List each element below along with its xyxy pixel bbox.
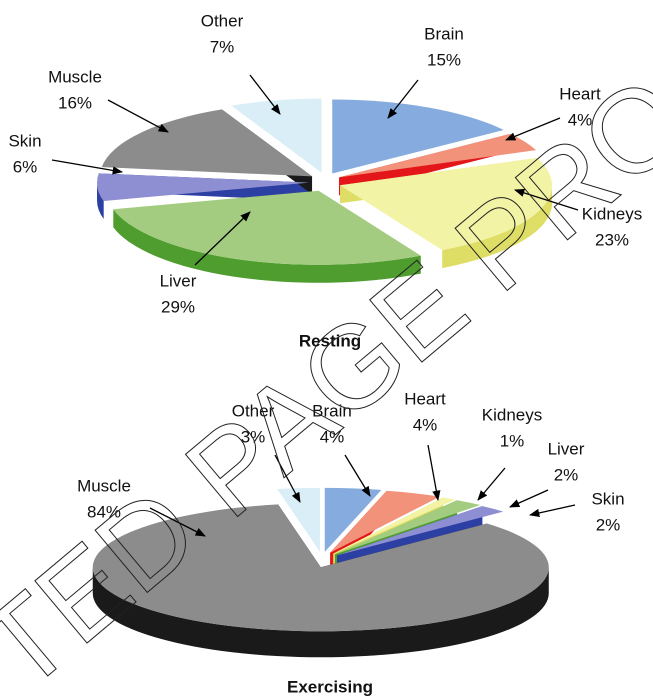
slice-value: 16%: [58, 93, 92, 112]
slice-name: Muscle: [48, 67, 102, 86]
slice: [333, 497, 456, 554]
slice-value: 29%: [161, 297, 195, 316]
slice-name: Heart: [559, 84, 601, 103]
slice-value: 1%: [500, 431, 525, 450]
slice-value: 84%: [87, 502, 121, 521]
leader-arrow: [387, 79, 419, 119]
slice: [337, 506, 504, 556]
slice-side: [442, 185, 553, 269]
leader-arrow: [509, 489, 549, 508]
slice: [334, 500, 481, 555]
leader-arrow: [274, 454, 301, 503]
slice-value: 2%: [596, 515, 621, 534]
leader-arrow: [427, 444, 441, 502]
slice-value: 7%: [210, 37, 235, 56]
slice: [277, 487, 320, 552]
leader-arrow: [249, 74, 281, 115]
slice-name: Kidneys: [582, 204, 642, 223]
slice-name: Skin: [8, 131, 41, 150]
slice: [332, 99, 504, 174]
slice-name: Heart: [404, 389, 446, 408]
slice-side: [97, 182, 104, 220]
leader-arrow: [505, 117, 561, 141]
slice: [97, 173, 310, 202]
leader-arrow: [344, 454, 371, 497]
slice-name: Liver: [548, 439, 585, 458]
leader-arrow: [477, 467, 506, 501]
leader-arrow: [51, 159, 124, 175]
slice-name: Kidneys: [482, 405, 542, 424]
slice-name: Brain: [312, 401, 352, 420]
slice: [324, 487, 382, 552]
slice-name: Muscle: [77, 476, 131, 495]
slice-value: 15%: [427, 50, 461, 69]
slice: [92, 504, 549, 632]
leader-arrow: [194, 211, 251, 266]
slice: [101, 109, 313, 177]
leader-arrow: [107, 99, 169, 133]
slice-value: 4%: [568, 110, 593, 129]
slice-value: 4%: [320, 427, 345, 446]
slice: [339, 133, 537, 178]
chart-title: Exercising: [287, 677, 373, 696]
slice: [113, 190, 421, 265]
slice-value: 4%: [413, 415, 438, 434]
slice-value: 6%: [13, 157, 38, 176]
leader-arrow: [514, 188, 579, 211]
charts: Brain 15% Heart 4% Kidneys 23% Liver 29% Skin 6% M…: [8, 11, 642, 696]
slice-value: 3%: [241, 427, 266, 446]
slice: [340, 158, 553, 251]
slice-side: [113, 209, 421, 283]
chart-title: Resting: [299, 331, 361, 350]
slice-name: Brain: [424, 24, 464, 43]
slice-value: 23%: [595, 230, 629, 249]
slice-name: Skin: [591, 489, 624, 508]
pie: [92, 487, 549, 658]
slice-name: Other: [232, 401, 275, 420]
slice-name: Other: [201, 11, 244, 30]
slice-name: Liver: [160, 271, 197, 290]
slice: [231, 98, 322, 173]
pie: [97, 98, 553, 283]
slice-side: [92, 567, 549, 658]
leader-arrow: [528, 504, 576, 518]
leader-arrow: [149, 507, 206, 537]
slice: [330, 490, 440, 553]
slice-value: 2%: [554, 465, 579, 484]
